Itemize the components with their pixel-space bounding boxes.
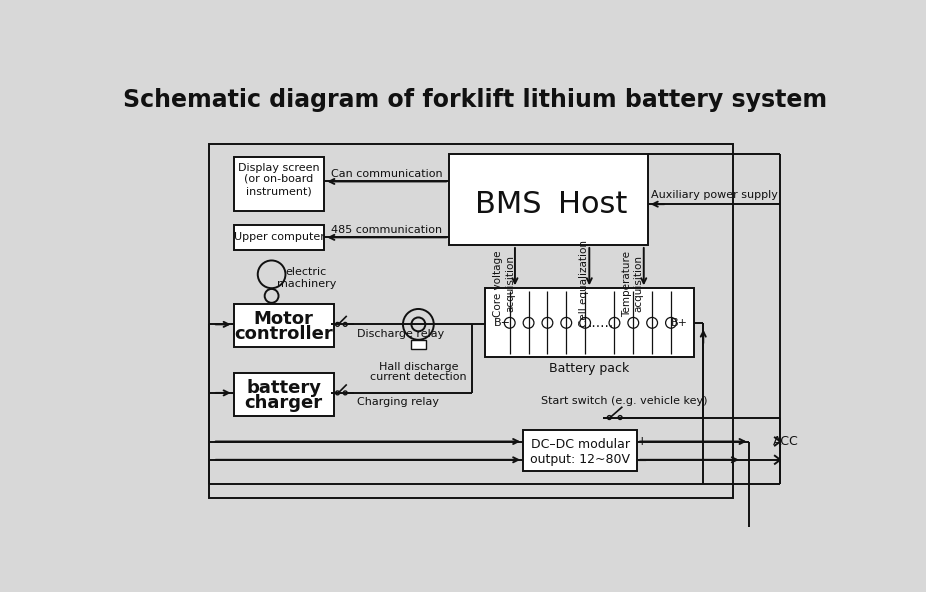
Bar [233,225,324,250]
Text: Start switch (e.g. vehicle key): Start switch (e.g. vehicle key) [542,395,708,406]
Text: Host: Host [557,189,627,218]
Text: BMS: BMS [475,189,542,218]
Text: 485 communication: 485 communication [332,224,443,234]
Text: −: − [637,455,647,468]
Text: ......: ...... [588,316,614,330]
Bar [233,304,333,347]
Text: Motor: Motor [254,310,314,328]
Text: output: 12~80V: output: 12~80V [530,453,630,466]
Bar [233,157,324,211]
Text: Can communication: Can communication [331,169,443,179]
Text: electric
machinery: electric machinery [277,268,336,289]
Bar [410,340,426,349]
Text: Discharge relay: Discharge relay [357,329,444,339]
Text: Auxiliary power supply: Auxiliary power supply [651,190,778,200]
Text: Hall discharge: Hall discharge [379,362,458,372]
Text: Cell equalization: Cell equalization [580,240,589,327]
Bar [233,373,333,416]
Text: B−: B− [494,318,511,328]
Bar [209,144,732,498]
Text: Temperature
acquisition: Temperature acquisition [622,250,644,317]
Text: Upper computer: Upper computer [233,232,324,242]
Text: DC–DC modular: DC–DC modular [531,438,630,451]
Text: +: + [637,435,648,448]
Text: (or on-board: (or on-board [244,174,314,184]
Bar [484,288,694,358]
Text: Display screen: Display screen [238,163,319,173]
Text: charger: charger [244,394,322,412]
Text: Battery pack: Battery pack [549,362,630,375]
Text: battery: battery [246,379,321,397]
Bar [449,154,648,245]
Text: Core voltage
acquisition: Core voltage acquisition [494,250,515,317]
Text: instrument): instrument) [246,186,312,196]
Text: Schematic diagram of forklift lithium battery system: Schematic diagram of forklift lithium ba… [122,88,827,112]
Text: Charging relay: Charging relay [357,397,439,407]
Text: controller: controller [234,325,333,343]
Text: B+: B+ [670,318,688,328]
Bar [523,430,637,471]
Text: current detection: current detection [370,372,467,382]
Text: ACC: ACC [772,435,798,448]
